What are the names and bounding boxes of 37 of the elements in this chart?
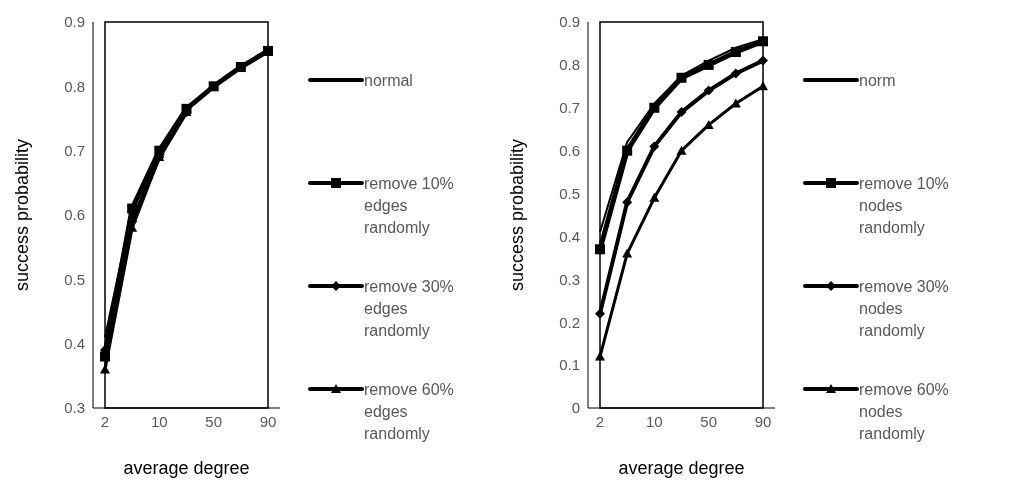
y-tick-label: 0.8 <box>64 77 85 95</box>
legend-label: remove 30% nodes randomly <box>859 277 950 341</box>
y-tick-label: 0.3 <box>559 270 580 288</box>
y-tick-label: 0.3 <box>64 399 85 417</box>
legend-label: remove 60% nodes randomly <box>859 380 950 444</box>
legend-label: normal <box>364 71 414 91</box>
x-tick-label: 2 <box>595 412 605 430</box>
y-tick-label: 0.9 <box>64 13 85 31</box>
legend-label: remove 10% edges randomly <box>364 174 455 238</box>
y-tick-label: 0.6 <box>559 141 580 159</box>
x-tick-label: 50 <box>205 412 223 430</box>
x-axis-title: average degree <box>618 458 745 478</box>
y-tick-label: 0.9 <box>559 13 580 31</box>
legend-label: norm <box>859 71 897 91</box>
y-tick-label: 0 <box>571 399 580 417</box>
x-tick-label: 90 <box>754 412 772 430</box>
x-tick-label: 2 <box>100 412 110 430</box>
x-tick-label: 90 <box>259 412 277 430</box>
y-tick-label: 0.2 <box>559 313 580 331</box>
y-tick-label: 0.5 <box>559 184 580 202</box>
y-tick-label: 0.4 <box>64 334 85 352</box>
y-tick-label: 0.7 <box>559 99 580 117</box>
y-axis-title: success probability <box>12 138 33 292</box>
y-tick-label: 0.4 <box>559 227 580 245</box>
y-tick-label: 0.7 <box>64 141 85 159</box>
legend-label: remove 10% nodes randomly <box>859 174 950 238</box>
y-tick-label: 0.5 <box>64 270 85 288</box>
y-tick-label: 0.8 <box>559 56 580 74</box>
y-axis-title: success probability <box>507 138 528 292</box>
x-tick-label: 50 <box>700 412 718 430</box>
x-axis-title: average degree <box>123 458 250 478</box>
y-tick-label: 0.6 <box>64 206 85 224</box>
x-tick-label: 10 <box>645 412 663 430</box>
legend-label: remove 60% edges randomly <box>364 380 455 444</box>
legend-label: remove 30% edges randomly <box>364 277 455 341</box>
x-tick-label: 10 <box>150 412 168 430</box>
y-tick-label: 0.1 <box>559 356 580 374</box>
